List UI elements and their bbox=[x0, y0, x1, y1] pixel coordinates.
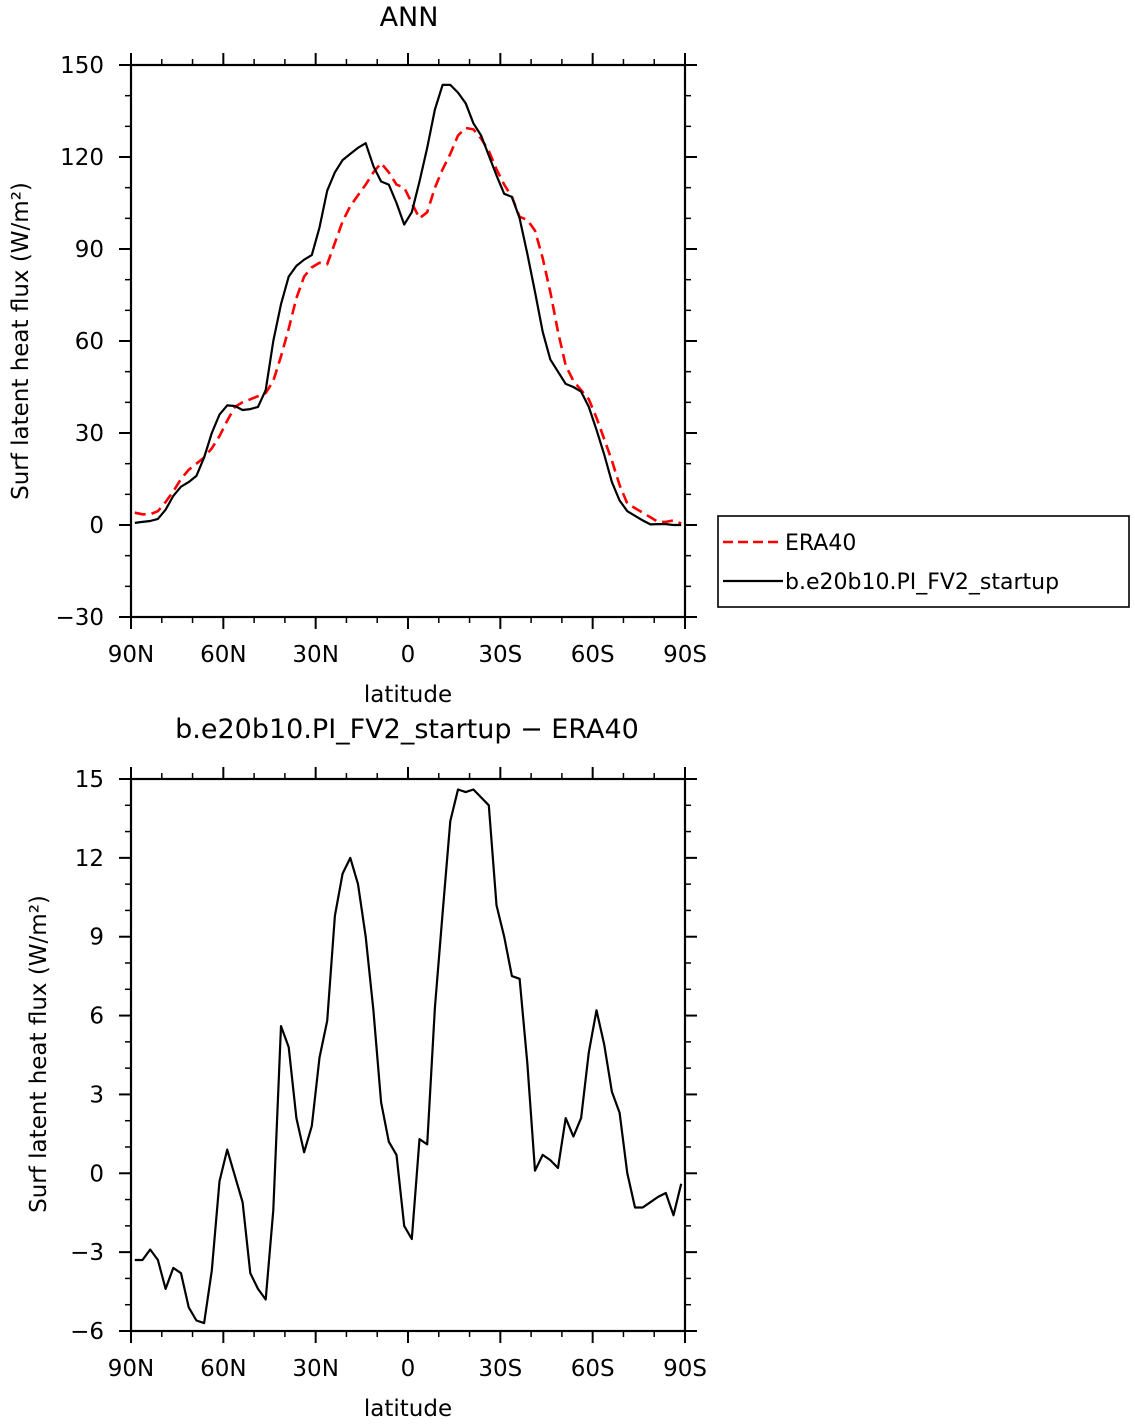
bottom-y-tick-label: −3 bbox=[70, 1240, 104, 1266]
top-y-tick-label: 120 bbox=[60, 145, 104, 171]
bottom-y-tick-label: 12 bbox=[75, 846, 104, 872]
top-plot-frame bbox=[129, 63, 687, 619]
top-x-tick-label: 90N bbox=[108, 642, 154, 668]
bottom-y-tick-label: 9 bbox=[89, 925, 104, 951]
top-plot-marks: −30 0 30 60 90 120 150 90N 60N 30N 0 30S 60S 90S bbox=[55, 53, 707, 668]
bottom-x-tick-label: 90N bbox=[108, 1356, 154, 1382]
legend-label-era40: ERA40 bbox=[785, 531, 856, 556]
bottom-x-tick-label: 30N bbox=[292, 1356, 338, 1382]
bottom-x-tick-label: 60S bbox=[571, 1356, 615, 1382]
top-y-tick-label: 90 bbox=[75, 237, 104, 263]
bottom-y-tick-label: 3 bbox=[89, 1082, 104, 1108]
top-series-line-era40 bbox=[134, 126, 682, 525]
bottom-y-axis-label: Surf latent heat flux (W/m²) bbox=[26, 895, 52, 1213]
legend-label-model: b.e20b10.PI_FV2_startup bbox=[785, 570, 1059, 595]
top-y-tick-label: 0 bbox=[89, 513, 104, 539]
top-series-line-b-e20b10-pi-fv2-startup bbox=[134, 83, 682, 527]
bottom-x-tick-label: 30S bbox=[478, 1356, 522, 1382]
bottom-panel: b.e20b10.PI_FV2_startup − ERA40 −6 −3 0 3 6 9… bbox=[26, 714, 707, 1422]
top-y-axis-label: Surf latent heat flux (W/m²) bbox=[8, 182, 34, 500]
top-x-axis-label: latitude bbox=[364, 682, 452, 708]
bottom-y-tick-label: 15 bbox=[75, 767, 104, 793]
top-x-tick-label: 90S bbox=[663, 642, 707, 668]
top-x-tick-label: 0 bbox=[401, 642, 416, 668]
bottom-x-axis-label: latitude bbox=[364, 1396, 452, 1422]
top-y-tick-label: 30 bbox=[75, 421, 104, 447]
legend: ERA40 b.e20b10.PI_FV2_startup bbox=[717, 515, 1130, 608]
bottom-chart-title: b.e20b10.PI_FV2_startup − ERA40 bbox=[175, 714, 639, 745]
bottom-x-tick-label: 0 bbox=[401, 1356, 416, 1382]
legend-box bbox=[717, 515, 1130, 608]
top-x-tick-label: 30S bbox=[478, 642, 522, 668]
top-x-tick-label: 60N bbox=[200, 642, 246, 668]
top-y-tick-label: −30 bbox=[55, 605, 104, 631]
bottom-x-tick-label: 60N bbox=[200, 1356, 246, 1382]
top-x-tick-label: 60S bbox=[571, 642, 615, 668]
top-y-tick-label: 150 bbox=[60, 53, 104, 79]
bottom-y-tick-label: 6 bbox=[89, 1004, 104, 1030]
bottom-y-tick-label: −6 bbox=[70, 1319, 104, 1345]
top-chart-title: ANN bbox=[380, 2, 439, 33]
bottom-x-tick-label: 90S bbox=[663, 1356, 707, 1382]
bottom-y-tick-label: 0 bbox=[89, 1161, 104, 1187]
top-x-tick-label: 30N bbox=[292, 642, 338, 668]
bottom-plot-marks: −6 −3 0 3 6 9 12 15 90N 60N 30N 0 30S 60S 90S bbox=[70, 767, 707, 1382]
top-y-tick-label: 60 bbox=[75, 329, 104, 355]
bottom-series-line-difference bbox=[134, 788, 683, 1325]
